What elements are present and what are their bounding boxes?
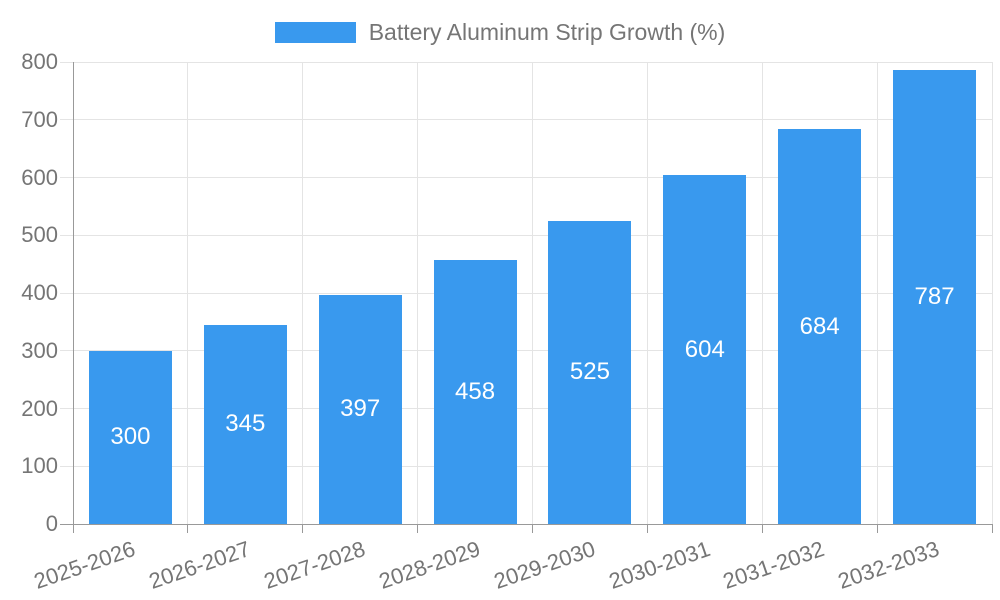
y-axis-label: 0 [45, 511, 58, 536]
x-tick [646, 524, 648, 533]
y-axis-label: 500 [21, 222, 58, 248]
x-axis-label-text: 2028-2029 [375, 536, 484, 594]
plot-area: 300 345 397 458 525 604 684 787 [60, 61, 993, 533]
gridline-v [876, 62, 878, 524]
y-tick [60, 292, 73, 294]
gridline-v [302, 62, 304, 524]
bar-value-label: 684 [799, 312, 840, 340]
bar[interactable]: 345 [203, 324, 287, 524]
bar[interactable]: 300 [88, 350, 172, 524]
y-axis-label: 800 [21, 49, 58, 74]
gridline-v [187, 62, 189, 524]
x-axis-label-text: 2029-2030 [490, 536, 599, 594]
x-axis-label-text: 2032-2033 [835, 536, 943, 594]
x-axis-label-text: 2025-2026 [30, 536, 139, 594]
bar-value-label: 300 [110, 423, 151, 451]
gridline-v [532, 62, 533, 524]
bar[interactable]: 787 [893, 69, 977, 524]
bar[interactable]: 525 [548, 220, 632, 524]
x-axis-label-text: 2031-2032 [720, 536, 828, 594]
y-axis-label: 400 [21, 280, 58, 305]
legend-swatch[interactable] [274, 22, 356, 43]
x-tick [761, 524, 763, 533]
bar-value-label: 397 [340, 395, 381, 423]
x-axis-label-text: 2030-2031 [605, 536, 713, 594]
gridline-v [417, 62, 419, 524]
x-tick [302, 524, 304, 533]
y-tick [60, 177, 73, 178]
y-tick [60, 119, 73, 121]
x-axis-label-text: 2027-2028 [260, 536, 369, 594]
legend: Battery Aluminum Strip Growth (%) [0, 20, 1000, 45]
legend-label[interactable]: Battery Aluminum Strip Growth (%) [368, 19, 726, 45]
y-axis-line [72, 62, 74, 524]
y-axis-label: 300 [21, 337, 58, 363]
bar[interactable]: 604 [663, 175, 747, 524]
y-axis-label: 200 [21, 395, 58, 421]
x-tick [187, 524, 189, 533]
y-axis-label: 600 [21, 164, 58, 190]
bar[interactable]: 397 [318, 294, 402, 524]
bar-value-label: 604 [684, 335, 725, 363]
gridline-v [761, 62, 763, 524]
y-tick [60, 350, 73, 352]
bar-value-label: 525 [569, 358, 610, 386]
gridline-v [646, 62, 648, 524]
y-axis-label: 100 [21, 453, 58, 479]
bar-value-label: 458 [455, 377, 496, 405]
y-axis-label: 700 [21, 106, 58, 132]
x-tick [72, 524, 74, 533]
bar-value-label: 345 [225, 410, 266, 438]
bar[interactable]: 684 [778, 129, 862, 524]
y-tick [60, 61, 73, 63]
bar[interactable]: 458 [433, 259, 517, 524]
x-tick [991, 524, 993, 533]
y-tick [60, 465, 73, 467]
x-tick [876, 524, 878, 533]
x-axis-line [60, 523, 992, 525]
x-axis-label-text: 2026-2027 [145, 536, 254, 594]
x-tick [417, 524, 419, 533]
gridline-v [991, 62, 993, 524]
y-tick [60, 408, 73, 409]
bar-value-label: 787 [914, 282, 955, 310]
x-tick [532, 524, 533, 533]
y-tick [60, 234, 73, 236]
